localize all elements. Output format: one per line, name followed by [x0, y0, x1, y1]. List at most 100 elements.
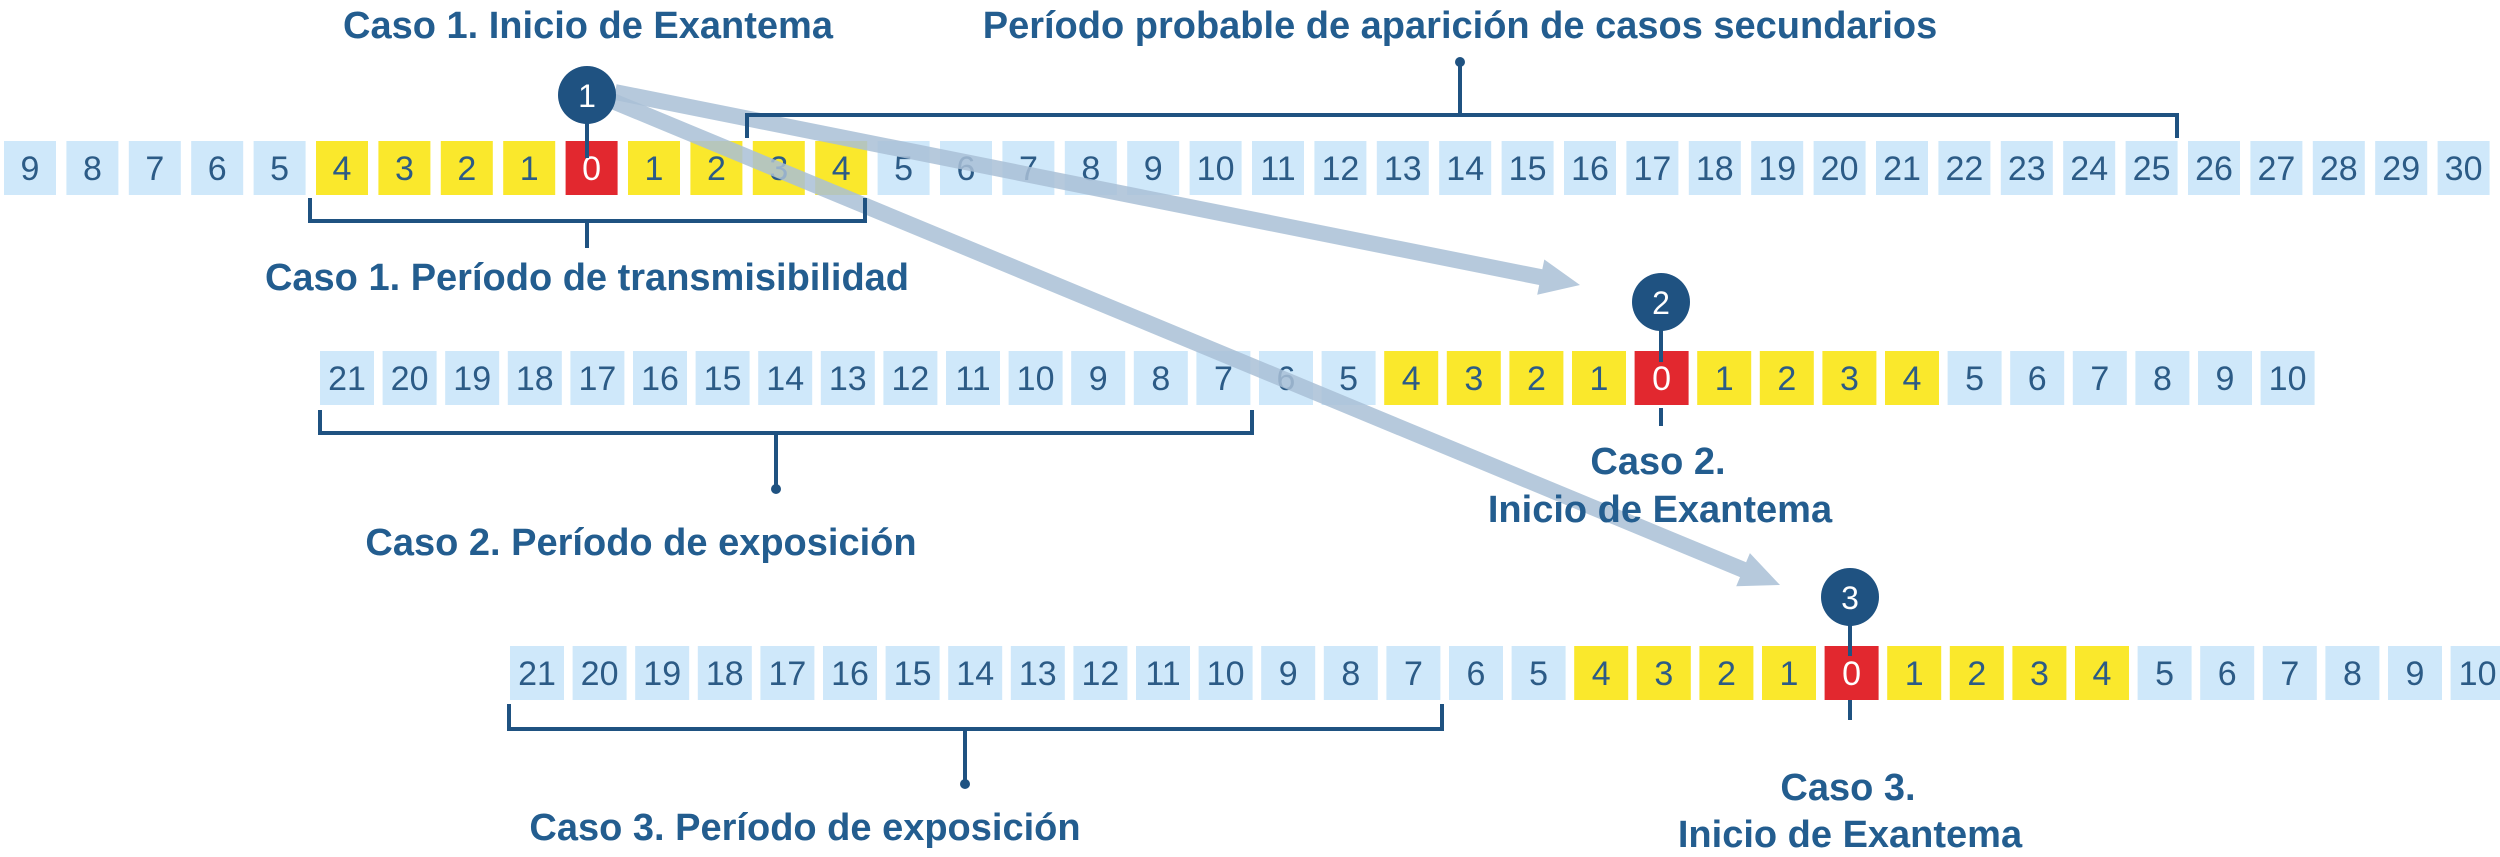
caso-1-day-label: 1 — [520, 150, 539, 188]
caso-2-day-label: 9 — [2216, 360, 2235, 398]
caso-3-day-cell — [1261, 646, 1316, 700]
caso-3-day-cell — [885, 646, 940, 700]
caso3-onset-label-line2: Inicio de Exantema — [1678, 814, 2023, 856]
caso-2-day-label: 4 — [1402, 360, 1421, 398]
caso-2-day-label: 2 — [1527, 360, 1546, 398]
caso-1-day-cell — [1376, 141, 1429, 195]
caso-1-day-label: 26 — [2195, 150, 2233, 188]
caso-3-day-cell — [2450, 646, 2500, 700]
caso-2-day-label: 7 — [2090, 360, 2109, 398]
caso-2-day-cell — [507, 351, 562, 405]
caso-3-day-label: 10 — [2459, 655, 2497, 693]
caso-3-day-cell — [1010, 646, 1065, 700]
caso-2-day-label: 21 — [328, 360, 366, 398]
caso-3-day-cell — [697, 646, 752, 700]
caso2-exposure-bracket — [318, 410, 1254, 435]
caso-2-day-cell — [1822, 351, 1877, 405]
caso-3-day-cell — [1386, 646, 1441, 700]
caso-3-day-cell — [1574, 646, 1629, 700]
caso-3-day-label: 6 — [2218, 655, 2237, 693]
caso1-transmission-bracket — [308, 198, 867, 223]
caso-1-day-cell — [66, 141, 119, 195]
caso-2-day-label: 10 — [2269, 360, 2307, 398]
caso-2-day-label: 1 — [1715, 360, 1734, 398]
caso-3-day-label: 1 — [1780, 655, 1799, 693]
caso-3-day-label: 8 — [1341, 655, 1360, 693]
caso-3-day-label: 4 — [1592, 655, 1611, 693]
caso-1-day-label: 27 — [2257, 150, 2295, 188]
caso-3-day-label: 7 — [1404, 655, 1423, 693]
caso-1-day-label: 12 — [1321, 150, 1359, 188]
caso-3-day-label: 5 — [1529, 655, 1548, 693]
caso-2-day-label: 8 — [1151, 360, 1170, 398]
caso-3-day-label: 15 — [894, 655, 932, 693]
caso-1-day-label: 28 — [2320, 150, 2358, 188]
caso-3-day-label: 16 — [831, 655, 869, 693]
caso-1-day-label: 7 — [145, 150, 164, 188]
caso-1-day-label: 5 — [894, 150, 913, 188]
caso-2-day-label: 9 — [1089, 360, 1108, 398]
caso-3-day-cell — [1636, 646, 1691, 700]
caso-2-day-cell — [1071, 351, 1126, 405]
caso-3-day-label: 2 — [1717, 655, 1736, 693]
caso-1-day-cell — [628, 141, 680, 195]
caso-1-day-label: 2 — [457, 150, 476, 188]
caso-3-day-cell — [1073, 646, 1128, 700]
caso1-marker — [558, 66, 616, 124]
caso-3-day-label: 17 — [768, 655, 806, 693]
caso-3-day-cell — [1887, 646, 1942, 700]
caso-3-day-label: 18 — [706, 655, 744, 693]
caso-3-day-cell — [635, 646, 690, 700]
caso-3-day-cell — [510, 646, 564, 700]
caso-3-day-label: 19 — [643, 655, 681, 693]
caso-2-day-label: 2 — [1777, 360, 1796, 398]
caso-1-day-cell — [1688, 141, 1741, 195]
caso-3-day-cell — [1511, 646, 1566, 700]
caso-3-day-cell — [823, 646, 877, 700]
caso-3-day-label: 11 — [1145, 655, 1180, 693]
caso-3-day-cell — [572, 646, 627, 700]
caso-2-day-cell — [2010, 351, 2065, 405]
caso-1-day-cell — [1626, 141, 1679, 195]
caso-2-day-cell — [2260, 351, 2315, 405]
caso-1-day-cell — [1813, 141, 1866, 195]
caso-2-day-label: 19 — [453, 360, 491, 398]
caso-2-day-label: 6 — [2028, 360, 2047, 398]
caso-2-day-label: 12 — [891, 360, 929, 398]
caso-2-day-cell — [320, 351, 374, 405]
caso-3-day-cell — [2262, 646, 2317, 700]
caso-1-day-label: 9 — [1144, 150, 1163, 188]
caso-2-day-cell — [1384, 351, 1439, 405]
caso-2-day-cell — [1446, 351, 1501, 405]
caso-2-day-cell — [883, 351, 938, 405]
caso-2-day-label: 7 — [1214, 360, 1233, 398]
caso-1-day-cell — [2250, 141, 2303, 195]
caso-1-day-label: 21 — [1883, 150, 1921, 188]
caso-2-day-cell — [1885, 351, 1939, 405]
caso-1-day-label: 30 — [2445, 150, 2483, 188]
caso3-exposure-bracket-dot — [960, 779, 970, 789]
caso-1-day-label: 13 — [1384, 150, 1422, 188]
caso-3-day-cell — [760, 646, 815, 700]
caso-1-day-cell — [2188, 141, 2240, 195]
caso-3-day-label: 4 — [2093, 655, 2112, 693]
caso-2-day-label: 5 — [1339, 360, 1358, 398]
caso-1-day-label: 10 — [1197, 150, 1235, 188]
caso-2-day-cell — [695, 351, 750, 405]
caso-1-day-cell — [316, 141, 368, 195]
caso-1-day-cell — [503, 141, 556, 195]
caso-2-day-cell — [445, 351, 500, 405]
caso-3-day-cell — [1323, 646, 1378, 700]
caso-2-day-label: 15 — [704, 360, 742, 398]
caso-3-day-label: 21 — [518, 655, 556, 693]
caso-2-day-label: 11 — [955, 360, 990, 398]
caso-1-day-label: 29 — [2382, 150, 2420, 188]
caso-2-day-label: 1 — [1590, 360, 1609, 398]
caso-1-day-label: 23 — [2008, 150, 2046, 188]
caso-3-day-label: 6 — [1467, 655, 1486, 693]
caso-3-day-cell — [948, 646, 1003, 700]
caso-1-day-cell — [1751, 141, 1804, 195]
caso3-exposure-bracket — [507, 704, 1444, 731]
caso-1-day-cell — [1439, 141, 1492, 195]
caso-3-day-cell — [1949, 646, 2004, 700]
